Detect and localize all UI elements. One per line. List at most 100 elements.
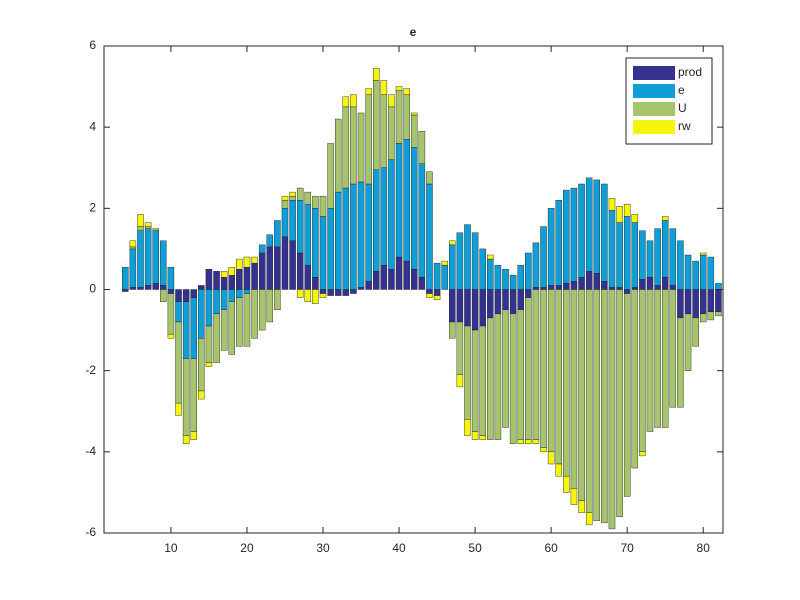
bar-segment (646, 240, 654, 278)
bar-segment (281, 195, 289, 201)
bar-segment (198, 390, 205, 400)
bar-segment (525, 439, 532, 444)
bar-segment (228, 301, 235, 355)
bar-segment (350, 289, 357, 294)
bar-segment (388, 269, 395, 290)
y-tick-label: -4 (85, 444, 96, 458)
bar-segment (661, 216, 669, 221)
bar-segment (220, 277, 228, 290)
bar-segment (403, 139, 410, 262)
bar-segment (319, 289, 327, 294)
bar-segment (570, 281, 578, 290)
bar-segment (623, 293, 631, 497)
bar-segment (296, 200, 304, 254)
bar-segment (350, 106, 357, 185)
bar-segment (388, 159, 395, 270)
bar-segment (608, 197, 616, 211)
bar-segment (160, 289, 167, 302)
bar-segment (182, 289, 190, 302)
bar-segment (692, 289, 699, 319)
bar-segment (593, 179, 601, 274)
bar-segment (563, 289, 570, 477)
bar-segment (129, 240, 137, 248)
bar-segment (677, 289, 684, 319)
bar-segment (570, 488, 578, 505)
bar-segment (251, 289, 258, 339)
bar-segment (213, 313, 220, 363)
bar-segment (479, 289, 486, 327)
x-tick-label: 50 (468, 541, 482, 555)
bar-segment (220, 309, 228, 351)
bar-segment (456, 321, 464, 375)
bar-segment (646, 289, 654, 432)
bar-segment (570, 289, 578, 489)
bar-segment (471, 329, 479, 432)
bar-segment (395, 86, 403, 91)
bar-segment (365, 88, 372, 95)
bar-segment (365, 183, 372, 282)
bar-segment (585, 512, 593, 526)
bar-segment (152, 230, 159, 284)
bar-segment (296, 289, 304, 298)
bar-segment (296, 252, 304, 290)
y-tick-label: -6 (85, 525, 96, 539)
bar-segment (198, 338, 205, 392)
bar-segment (585, 271, 593, 290)
bar-segment (304, 204, 312, 266)
legend-label: prod (678, 65, 702, 79)
bar-segment (532, 439, 540, 444)
chart-title: e (410, 25, 417, 39)
bar-segment (654, 285, 661, 290)
x-tick-label: 30 (316, 541, 330, 555)
legend-swatch (633, 66, 675, 80)
bar-segment (555, 463, 562, 477)
bar-segment (525, 252, 532, 290)
bar-segment (190, 431, 197, 440)
bar-segment (175, 301, 182, 323)
bar-segment (471, 289, 479, 331)
bar-segment (441, 264, 448, 290)
bar-segment (570, 187, 578, 282)
bar-segment (631, 214, 639, 223)
bar-segment (449, 289, 456, 323)
bar-segment (532, 287, 540, 290)
bar-segment (547, 289, 555, 453)
bar-segment (692, 260, 699, 290)
y-tick-label: 6 (89, 38, 96, 52)
bar-segment (236, 269, 243, 290)
x-tick-label: 40 (392, 541, 406, 555)
bar-segment (509, 275, 517, 290)
bar-segment (357, 112, 365, 183)
bar-segment (502, 309, 509, 428)
bar-segment (532, 242, 540, 288)
bar-segment (494, 289, 502, 315)
x-tick-label: 80 (697, 541, 711, 555)
bar-segment (623, 216, 631, 290)
bar-segment (707, 256, 715, 290)
bar-segment (167, 266, 175, 290)
bar-segment (677, 317, 684, 408)
y-tick-label: 0 (89, 282, 96, 296)
bar-segment (395, 90, 403, 144)
bar-segment (243, 293, 251, 347)
bar-segment (601, 281, 608, 290)
bar-segment (639, 289, 646, 453)
bar-segment (555, 200, 562, 286)
bar-segment (479, 325, 486, 436)
bar-segment (175, 321, 182, 404)
bar-segment (593, 289, 601, 522)
bar-segment (327, 289, 334, 296)
x-tick-label: 70 (621, 541, 635, 555)
bar-segment (639, 279, 646, 290)
bar-segment (487, 258, 494, 290)
bar-segment (418, 277, 426, 290)
bar-segment (365, 94, 372, 185)
bar-segment (525, 297, 532, 440)
bar-segment (274, 246, 281, 290)
bar-segment (281, 236, 289, 290)
bar-segment (547, 208, 555, 286)
bar-segment (342, 106, 350, 189)
bar-segment (167, 293, 175, 335)
bar-segment (342, 187, 350, 290)
